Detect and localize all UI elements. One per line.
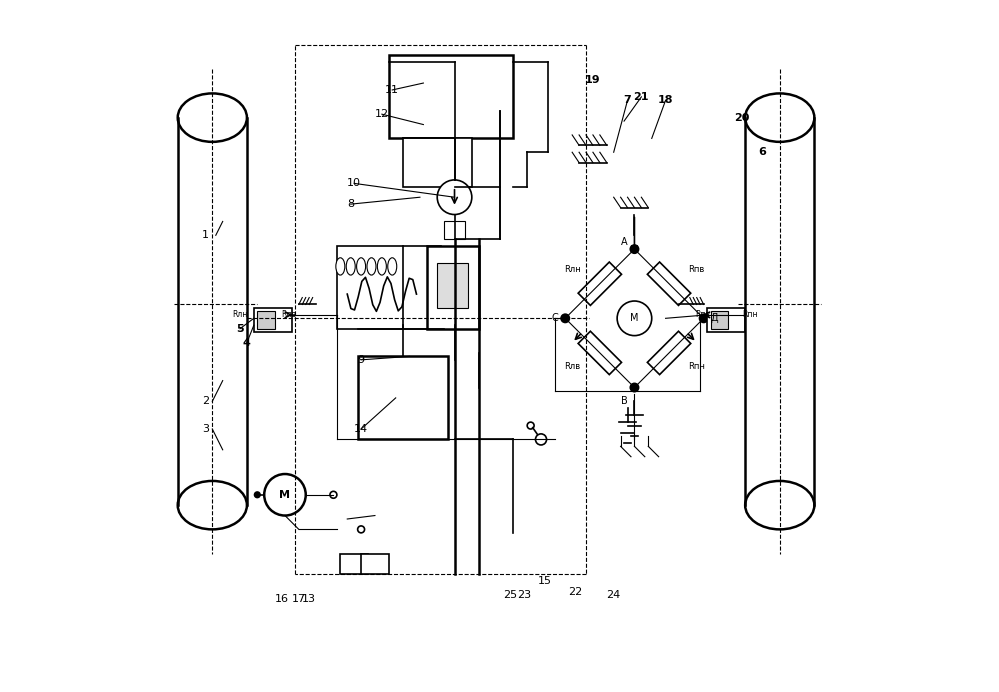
Circle shape	[561, 314, 569, 322]
Ellipse shape	[336, 258, 345, 275]
Text: 13: 13	[303, 594, 317, 603]
Text: М: М	[630, 313, 638, 323]
Text: 8: 8	[348, 199, 355, 209]
Bar	[427, 246, 479, 329]
Text: Rпн: Rпн	[742, 310, 758, 320]
Text: 25: 25	[502, 590, 516, 600]
Text: 7: 7	[623, 95, 631, 105]
Text: Д: Д	[710, 313, 718, 323]
Ellipse shape	[378, 258, 387, 275]
Circle shape	[330, 491, 337, 498]
Text: Rлн: Rлн	[563, 265, 580, 275]
Circle shape	[630, 383, 638, 392]
Text: B: B	[620, 397, 627, 406]
Circle shape	[255, 492, 260, 498]
Text: Rпн: Rпн	[688, 362, 705, 372]
Text: Rлв: Rлв	[564, 362, 580, 372]
Text: 20: 20	[734, 113, 749, 122]
Bar	[337, 246, 441, 329]
Text: 22: 22	[568, 587, 582, 597]
Circle shape	[527, 422, 534, 429]
Text: C: C	[551, 313, 558, 323]
Text: 12: 12	[375, 109, 389, 119]
Text: 11: 11	[386, 85, 400, 95]
Text: 15: 15	[537, 576, 551, 586]
Circle shape	[438, 180, 472, 215]
Ellipse shape	[745, 93, 814, 142]
Circle shape	[358, 526, 365, 533]
Text: Rпв: Rпв	[688, 265, 705, 275]
Text: 3: 3	[202, 424, 209, 434]
Text: 1: 1	[202, 230, 209, 240]
Bar	[254, 308, 292, 332]
Text: 10: 10	[348, 179, 362, 188]
Circle shape	[617, 301, 651, 336]
Bar	[438, 263, 469, 308]
Text: Rпв: Rпв	[281, 310, 296, 320]
Text: A: A	[620, 237, 627, 247]
Bar	[403, 138, 472, 187]
Text: 18: 18	[657, 95, 673, 105]
Circle shape	[535, 434, 546, 445]
Text: M: M	[280, 490, 291, 500]
Ellipse shape	[178, 481, 247, 529]
Bar	[341, 554, 368, 574]
Text: 23: 23	[516, 590, 530, 600]
Bar	[358, 356, 448, 439]
Text: 14: 14	[354, 424, 369, 434]
Circle shape	[264, 474, 306, 516]
Text: 2: 2	[202, 397, 209, 406]
Circle shape	[699, 314, 708, 322]
Bar	[707, 308, 745, 332]
Text: 9: 9	[358, 355, 365, 365]
Bar	[361, 554, 389, 574]
Text: Rпв: Rпв	[694, 310, 709, 320]
Ellipse shape	[178, 93, 247, 142]
Text: 19: 19	[585, 75, 600, 84]
Text: 16: 16	[275, 594, 289, 603]
Ellipse shape	[745, 481, 814, 529]
Ellipse shape	[388, 258, 397, 275]
FancyBboxPatch shape	[578, 331, 621, 374]
Circle shape	[630, 245, 638, 253]
Text: Rлн: Rлн	[233, 310, 248, 320]
Bar	[389, 55, 513, 138]
FancyBboxPatch shape	[647, 331, 690, 374]
Bar	[258, 311, 275, 329]
Text: 21: 21	[633, 92, 649, 102]
Text: 6: 6	[758, 147, 766, 157]
Ellipse shape	[367, 258, 376, 275]
FancyBboxPatch shape	[647, 262, 690, 305]
Bar	[445, 221, 465, 239]
Text: 17: 17	[292, 594, 306, 603]
Text: 24: 24	[606, 590, 620, 600]
Bar	[710, 311, 728, 329]
Ellipse shape	[357, 258, 366, 275]
FancyBboxPatch shape	[578, 262, 621, 305]
Ellipse shape	[347, 258, 356, 275]
Text: 4: 4	[243, 338, 251, 347]
Text: 5: 5	[236, 324, 244, 334]
